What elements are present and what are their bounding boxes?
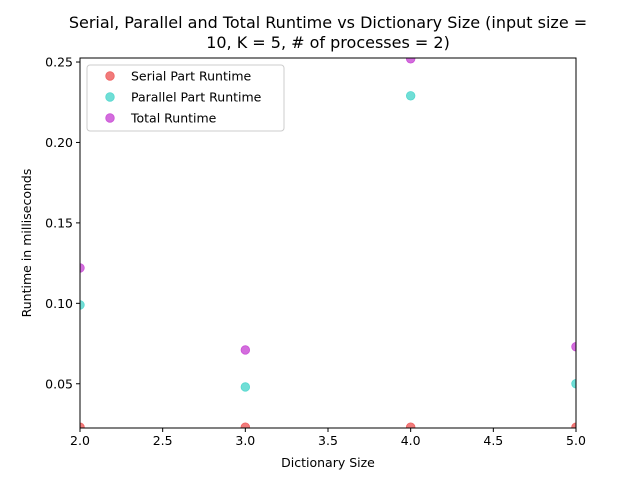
total-runtime-point (80, 263, 85, 273)
x-tick-label: 2.0 (70, 433, 90, 448)
parallel-part-runtime-point (80, 300, 85, 310)
legend: Serial Part Runtime Parallel Part Runtime… (86, 64, 285, 132)
serial-part-runtime-point (571, 422, 576, 428)
y-axis-ticks: 0.05 0.10 0.15 0.20 0.25 (45, 55, 80, 391)
y-tick-label: 0.10 (45, 296, 73, 311)
y-axis-label: Runtime in milliseconds (19, 169, 34, 318)
chart-title: Serial, Parallel and Total Runtime vs Di… (69, 13, 587, 52)
y-tick-label: 0.20 (45, 135, 73, 150)
legend-marker-serial-part-runtime (105, 71, 115, 81)
serial-part-runtime-point (405, 422, 416, 428)
x-tick-label: 5.0 (566, 433, 586, 448)
y-tick-label: 0.25 (45, 55, 73, 70)
x-tick-label: 3.0 (235, 433, 255, 448)
parallel-part-runtime-point (405, 91, 416, 101)
legend-box (86, 64, 285, 132)
x-tick-label: 3.5 (318, 433, 338, 448)
x-tick-label: 2.5 (153, 433, 173, 448)
y-tick-label: 0.15 (45, 215, 73, 230)
total-runtime-point (240, 345, 251, 355)
parallel-part-runtime-point (240, 382, 251, 392)
y-tick-label: 0.05 (45, 376, 73, 391)
serial-part-runtime-point (80, 422, 85, 428)
x-tick-label: 4.5 (483, 433, 503, 448)
parallel-part-runtime-point (571, 379, 576, 389)
legend-label-total-runtime: Total Runtime (130, 111, 217, 126)
x-axis-ticks: 2.0 2.5 3.0 3.5 4.0 4.5 5.0 (70, 428, 586, 448)
chart-title-line-1: Serial, Parallel and Total Runtime vs Di… (69, 13, 587, 32)
serial-part-runtime-point (240, 422, 251, 428)
legend-marker-parallel-part-runtime (105, 92, 115, 102)
data-points (80, 58, 576, 428)
legend-items: Serial Part Runtime Parallel Part Runtime… (105, 69, 262, 126)
x-tick-label: 4.0 (401, 433, 421, 448)
x-axis-label: Dictionary Size (281, 455, 375, 470)
legend-label-serial-part-runtime: Serial Part Runtime (131, 69, 252, 84)
legend-label-parallel-part-runtime: Parallel Part Runtime (131, 90, 262, 105)
chart-title-line-2: 10, K = 5, # of processes = 2) (206, 33, 450, 52)
total-runtime-point (571, 342, 576, 352)
total-runtime-point (405, 58, 416, 64)
legend-marker-total-runtime (105, 113, 115, 123)
